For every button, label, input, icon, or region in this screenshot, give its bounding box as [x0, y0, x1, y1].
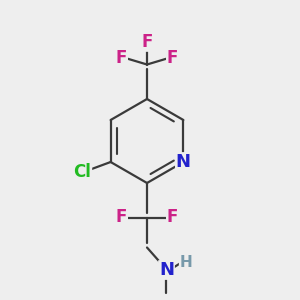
Text: F: F [141, 33, 153, 51]
Text: H: H [180, 255, 192, 270]
Text: F: F [116, 50, 127, 68]
Text: N: N [159, 261, 174, 279]
Text: N: N [176, 153, 191, 171]
Text: Cl: Cl [74, 163, 92, 181]
Text: F: F [116, 208, 127, 226]
Text: F: F [167, 208, 178, 226]
Text: F: F [167, 50, 178, 68]
